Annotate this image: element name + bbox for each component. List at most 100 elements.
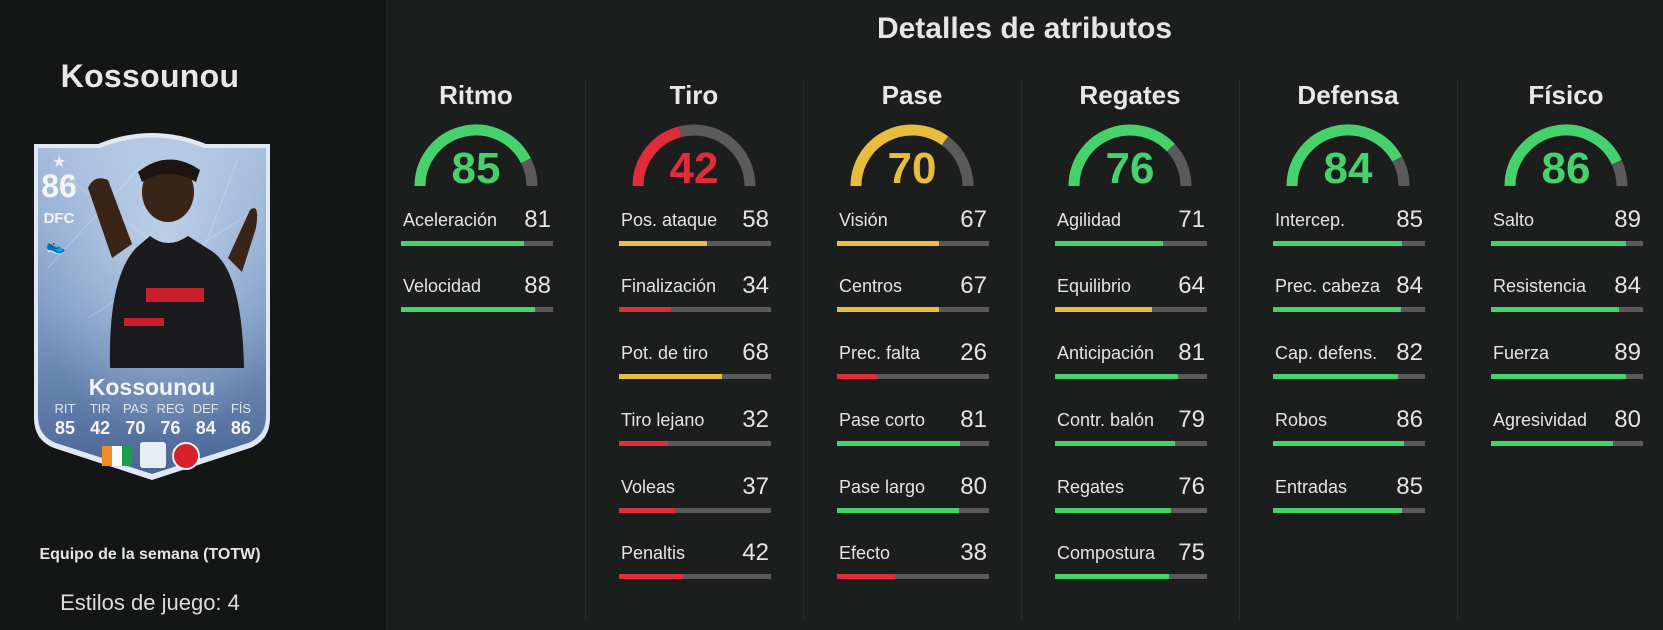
attribute-bar <box>1491 307 1643 312</box>
attribute-label: Contr. balón <box>1057 410 1155 430</box>
player-name: Kossounou <box>60 58 240 94</box>
attribute-value: 58 <box>742 206 769 233</box>
attribute-value: 64 <box>1178 272 1205 299</box>
attribute-bar-fill <box>1273 241 1403 246</box>
attribute-row: Resistencia 84 <box>1491 272 1643 316</box>
attribute-bar <box>1055 508 1207 513</box>
attribute-bar-fill <box>1491 241 1627 246</box>
attribute-row: Equilibrio 64 <box>1055 272 1207 316</box>
attribute-columns: Ritmo 85 Aceleración 81 Velocidad 88 Tiro 42 Pos… <box>386 60 1663 630</box>
category-title: Ritmo <box>439 80 513 110</box>
attribute-row: Visión 67 <box>837 206 989 250</box>
card-stat-label: REG <box>156 401 185 416</box>
column-divider <box>585 80 586 620</box>
gauge-track <box>1392 156 1410 187</box>
attribute-label: Equilibrio <box>1057 276 1132 296</box>
rating-gauge <box>1068 124 1192 187</box>
gauge-fill <box>850 124 949 187</box>
attribute-bar <box>619 574 771 579</box>
card-stat-value: 84 <box>195 418 216 438</box>
attribute-bar-fill <box>837 574 895 579</box>
attribute-label: Cap. defens. <box>1275 343 1378 363</box>
card-stat-value: 76 <box>160 418 181 438</box>
attribute-bar <box>837 241 989 246</box>
attribute-label: Robos <box>1275 410 1328 430</box>
attribute-value: 81 <box>524 206 551 233</box>
card-stat-labels: RIT TIR PAS REG DEF FÍS <box>50 401 256 416</box>
attribute-bar-fill <box>619 374 723 379</box>
rating-gauge <box>1504 124 1628 187</box>
attribute-bar-fill <box>619 441 668 446</box>
player-panel: Kossounou <box>0 0 386 630</box>
attribute-label: Intercep. <box>1275 210 1346 230</box>
attribute-bar-fill <box>401 241 525 246</box>
attribute-bar-fill <box>837 374 877 379</box>
attribute-label: Pase corto <box>839 410 926 430</box>
attribute-bar <box>401 241 553 246</box>
attribute-bar <box>619 307 771 312</box>
card-stat-label: FÍS <box>230 401 252 416</box>
attribute-bar <box>1273 441 1425 446</box>
card-stat-label: PAS <box>122 401 148 416</box>
attribute-bar <box>1273 241 1425 246</box>
attribute-bar-fill <box>837 241 939 246</box>
category-title: Pase <box>881 80 943 110</box>
attribute-bar <box>619 241 771 246</box>
attribute-bar <box>1055 307 1207 312</box>
attribute-column: Tiro 42 Pos. ataque 58 Finalización 34 Pot. de… <box>604 60 784 630</box>
attribute-value: 80 <box>960 473 987 500</box>
attribute-bar-fill <box>837 307 939 312</box>
attribute-row: Intercep. 85 <box>1273 206 1425 250</box>
card-stat-values: 85 42 70 76 84 86 <box>50 418 256 439</box>
attribute-row: Tiro lejano 32 <box>619 406 771 450</box>
attribute-label: Centros <box>839 276 903 296</box>
gauge-track <box>941 136 974 187</box>
attribute-label: Aceleración <box>403 210 498 230</box>
attribute-column: Físico 86 Salto 89 Resistencia 84 Fuerza 89 Agre… <box>1476 60 1656 630</box>
attribute-row: Salto 89 <box>1491 206 1643 250</box>
attribute-row: Entradas 85 <box>1273 473 1425 517</box>
card-stat-label: DEF <box>192 401 219 416</box>
attribute-row: Anticipación 81 <box>1055 339 1207 383</box>
attribute-bar-fill <box>401 307 535 312</box>
attribute-bar-fill <box>1491 307 1619 312</box>
attribute-column: Regates 76 Agilidad 71 Equilibrio 64 Anticipac… <box>1040 60 1220 630</box>
column-divider <box>1239 80 1240 620</box>
attribute-bar <box>1055 374 1207 379</box>
category-rating: 76 <box>1105 144 1155 193</box>
attribute-label: Compostura <box>1057 543 1156 563</box>
category-title: Tiro <box>669 80 719 110</box>
attribute-label: Resistencia <box>1493 276 1587 296</box>
gauge-fill <box>414 124 531 187</box>
gauge-track <box>1611 159 1628 187</box>
attribute-value: 80 <box>1614 406 1641 433</box>
attribute-value: 26 <box>960 339 987 366</box>
attribute-label: Agresividad <box>1493 410 1588 430</box>
playstyles-count[interactable]: Estilos de juego: 4 <box>60 590 240 615</box>
attribute-bar <box>401 307 553 312</box>
attribute-bar-fill <box>1273 307 1401 312</box>
card-stat-label: TIR <box>89 401 111 416</box>
attribute-bar <box>1273 307 1425 312</box>
attribute-row: Pot. de tiro 68 <box>619 339 771 383</box>
attribute-value: 71 <box>1178 206 1205 233</box>
rating-gauge <box>850 124 974 187</box>
attribute-row: Prec. falta 26 <box>837 339 989 383</box>
attribute-value: 37 <box>742 473 769 500</box>
attribute-bar-fill <box>1491 441 1613 446</box>
player-card[interactable]: ★ 86 DFC 👟 Kossounou RIT TIR PAS REG DEF… <box>28 118 276 488</box>
attribute-value: 75 <box>1178 539 1205 566</box>
card-position: DFC <box>43 210 75 227</box>
attribute-value: 86 <box>1396 406 1423 433</box>
attribute-label: Tiro lejano <box>621 410 705 430</box>
attribute-bar-fill <box>619 241 708 246</box>
attribute-row: Compostura 75 <box>1055 539 1207 583</box>
league-logo-icon <box>140 442 166 468</box>
attribute-bar-fill <box>1055 574 1169 579</box>
attribute-value: 42 <box>742 539 769 566</box>
attribute-row: Pos. ataque 58 <box>619 206 771 250</box>
attribute-bar <box>1055 441 1207 446</box>
attribute-bar <box>1491 241 1643 246</box>
attribute-value: 79 <box>1178 406 1205 433</box>
attribute-bar <box>619 441 771 446</box>
